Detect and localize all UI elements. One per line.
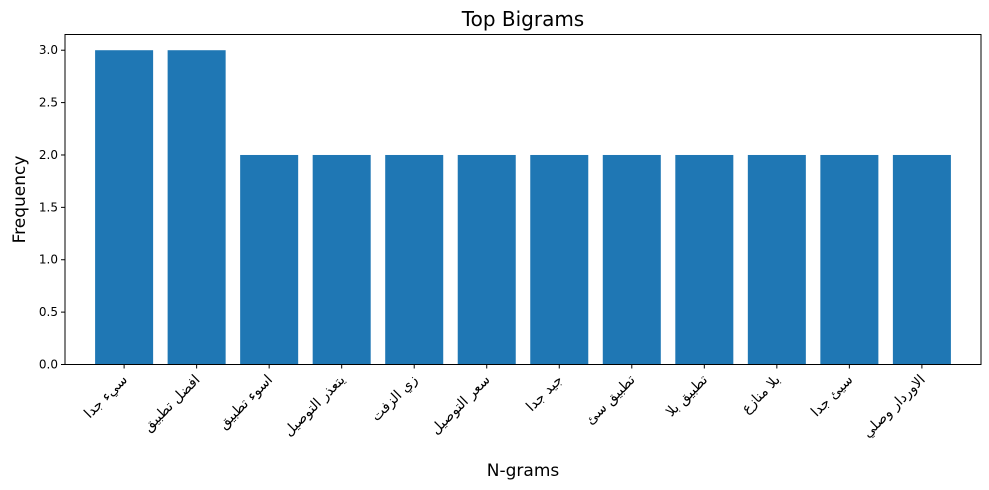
- x-tick-label: سيئ جدا: [808, 372, 856, 420]
- bar: [457, 154, 516, 365]
- bar: [167, 50, 226, 365]
- y-axis-title: Frequency: [10, 156, 30, 244]
- x-tick-label: بلا منازع: [739, 372, 784, 417]
- y-tick-label: 2.5: [39, 96, 58, 110]
- x-tick-label: سعر التوصيل: [428, 372, 494, 438]
- x-tick-label: تطبيق بلا: [663, 372, 711, 420]
- y-tick-label: 1.5: [39, 200, 58, 214]
- bar: [530, 154, 589, 365]
- bar: [385, 154, 444, 365]
- x-tick-label: سيء جدا: [81, 372, 131, 422]
- x-axis-title: N-grams: [487, 461, 560, 481]
- y-tick-label: 2.0: [39, 148, 58, 162]
- y-tick-label: 1.0: [39, 253, 58, 267]
- bar: [602, 154, 661, 365]
- y-axis: 0.0 0.5 1.0 1.5 2.0 2.5 3.0: [39, 43, 65, 372]
- y-tick-label: 3.0: [39, 43, 58, 57]
- x-tick-label: زي الزفت: [368, 372, 421, 425]
- y-tick-label: 0.0: [39, 358, 58, 372]
- x-tick-label: الاوردار وصلي: [860, 372, 929, 441]
- plot-frame: [64, 34, 982, 365]
- bar: [95, 50, 154, 365]
- x-tick-label: اسوء تطبيق: [216, 372, 276, 432]
- chart-title: Top Bigrams: [461, 7, 584, 31]
- x-tick-label: جيد جدا: [523, 372, 566, 415]
- bar: [312, 154, 371, 365]
- x-tick-label: يتعذر التوصيل: [281, 372, 349, 440]
- bar: [820, 154, 879, 365]
- y-tick-label: 0.5: [39, 305, 58, 319]
- x-tick-label: تطبيق سئ: [583, 372, 639, 428]
- bar: [240, 154, 299, 365]
- x-axis: سيء جدا افضل تطبيق اسوء تطبيق يتعذر التوصيل…: [81, 364, 929, 441]
- bar: [892, 154, 951, 365]
- bars-group: [95, 50, 951, 365]
- bar: [675, 154, 734, 365]
- bar: [747, 154, 806, 365]
- x-tick-label: افضل تطبيق: [140, 372, 203, 435]
